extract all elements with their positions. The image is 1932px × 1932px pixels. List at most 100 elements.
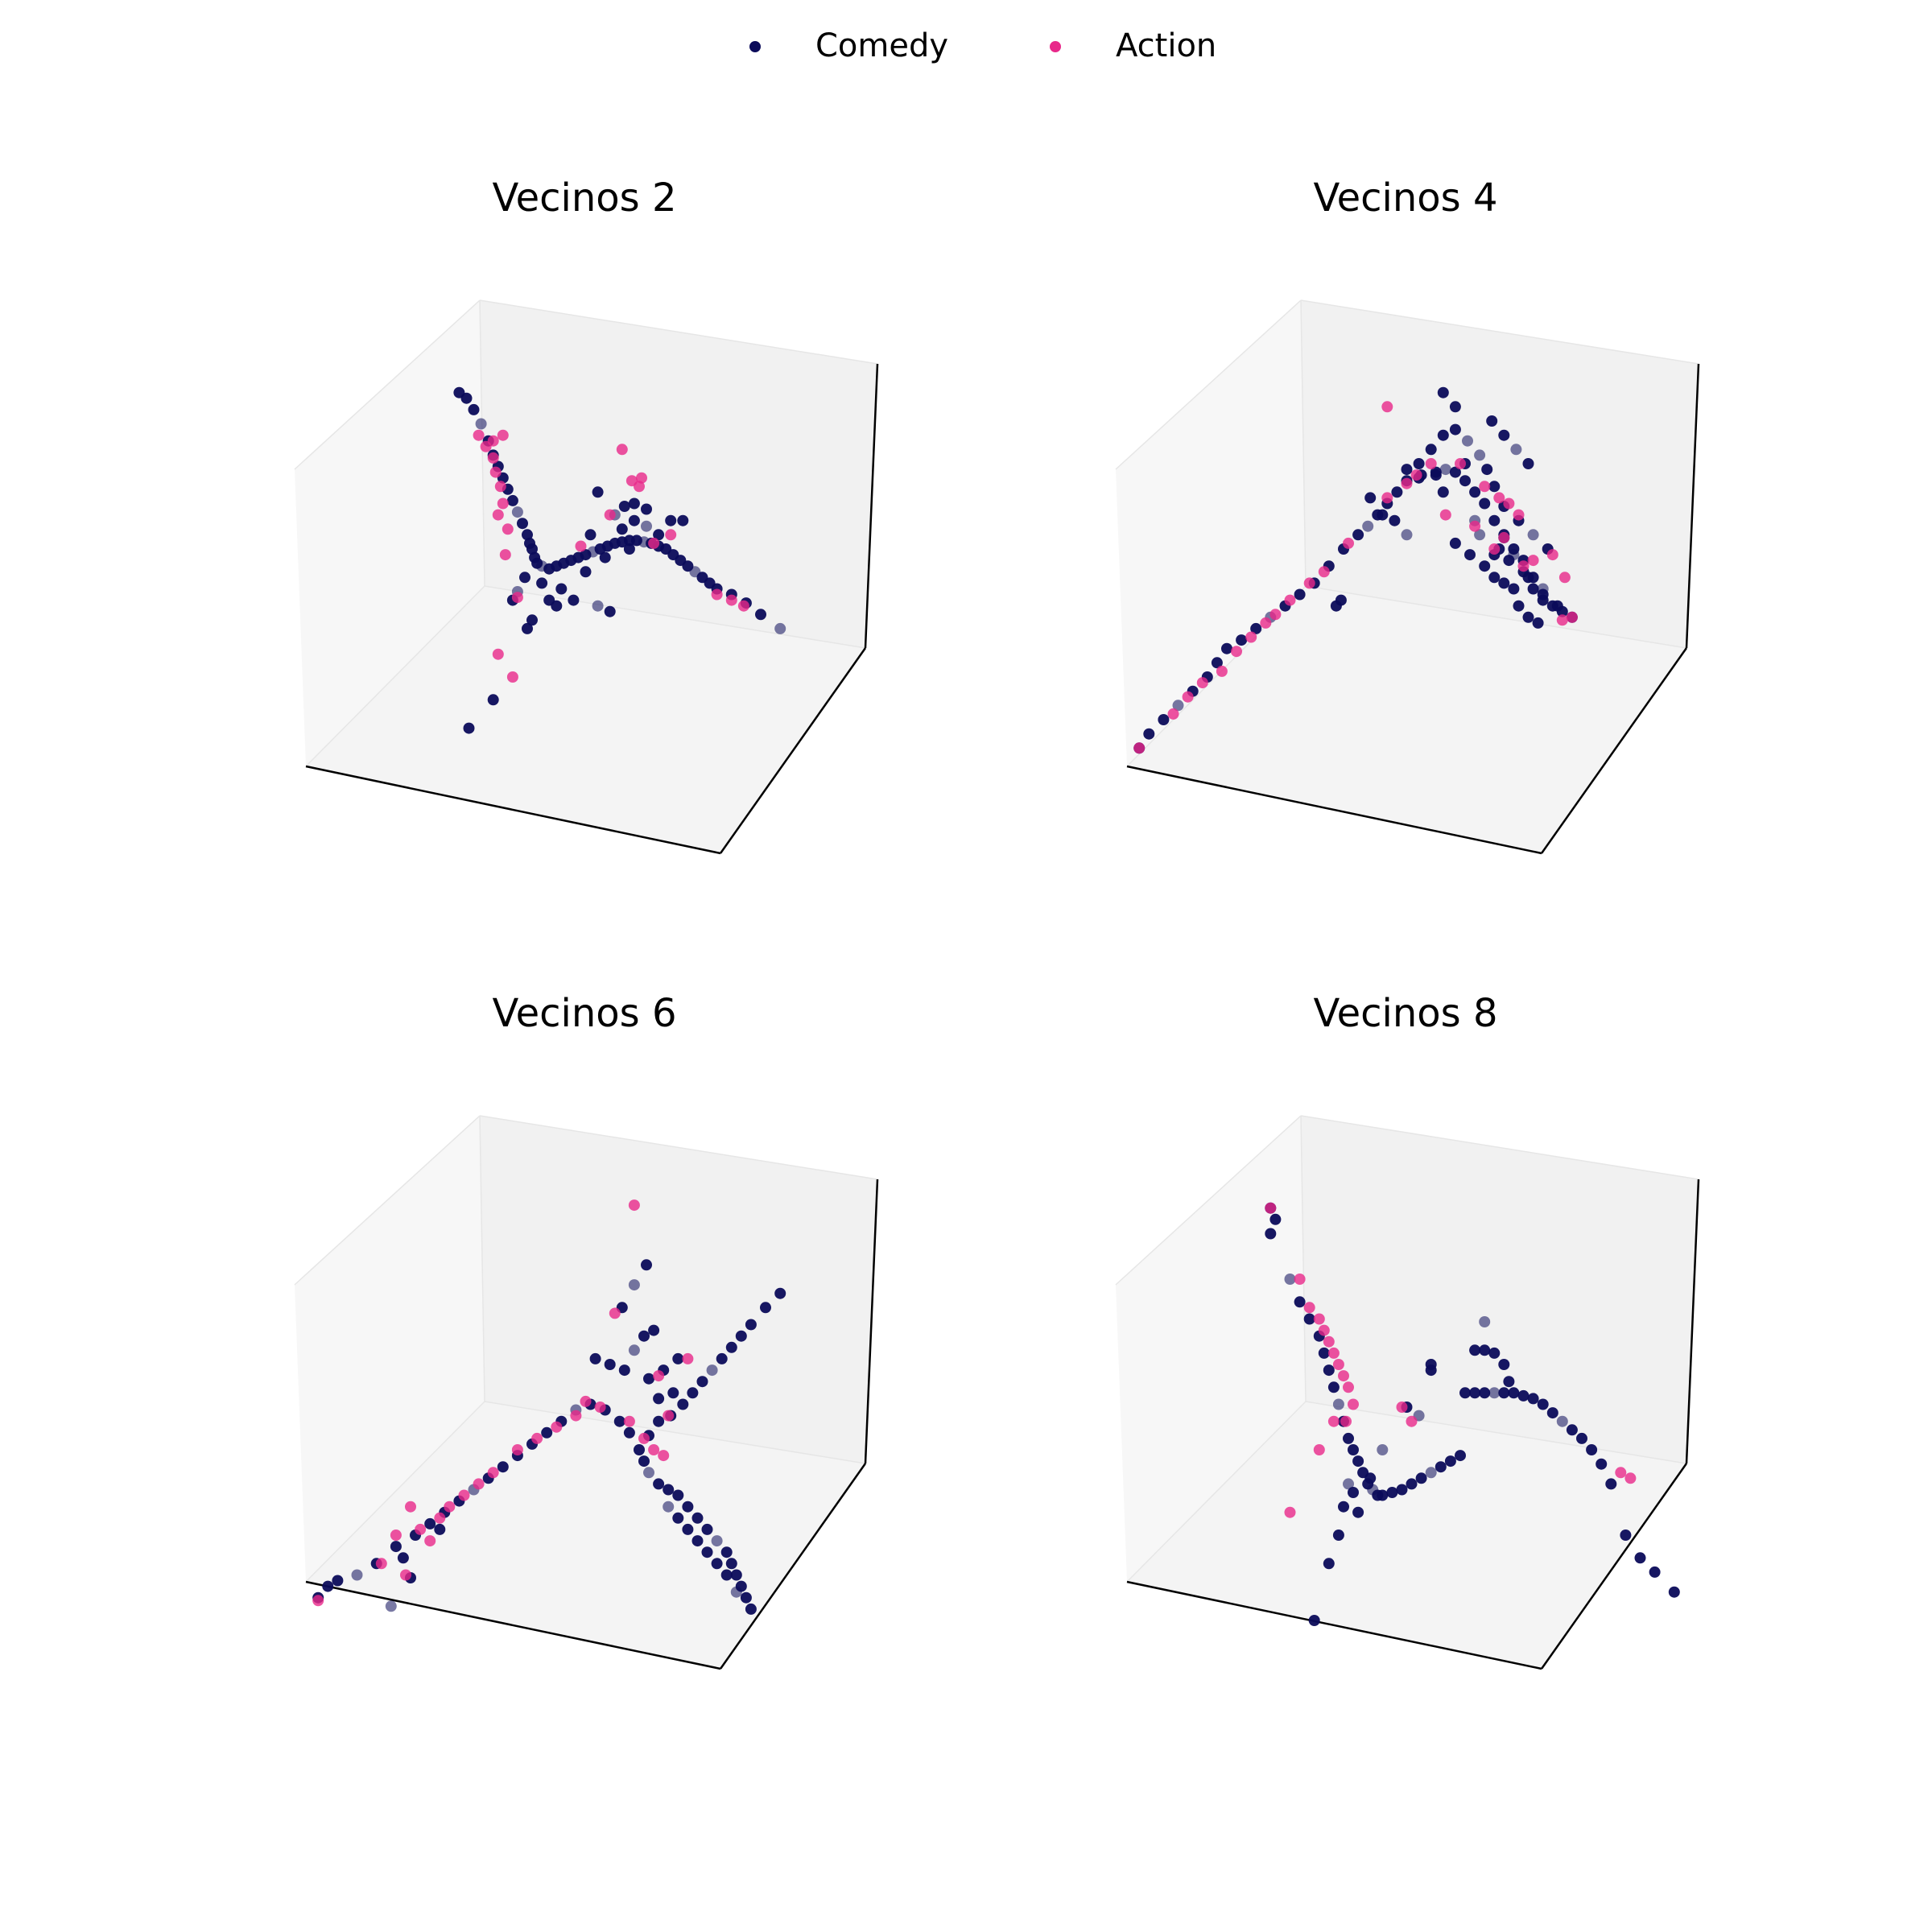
point-action	[1479, 481, 1491, 493]
point-action	[511, 592, 523, 604]
subplot-vecinos-2: Vecinos 2	[294, 175, 879, 855]
point-action	[487, 452, 499, 464]
point-comedy	[1522, 572, 1534, 584]
point-action	[1231, 646, 1242, 658]
point-comedy	[1551, 600, 1563, 612]
point-comedy	[1332, 1530, 1344, 1541]
point-action	[1313, 1444, 1325, 1455]
point-comedy	[1508, 543, 1520, 555]
point-action	[1469, 520, 1481, 532]
point-comedy	[730, 1586, 742, 1598]
pane-left	[1116, 300, 1306, 766]
point-action	[609, 1307, 621, 1319]
point-comedy	[677, 1398, 689, 1410]
point-comedy	[1546, 1407, 1558, 1419]
point-comedy	[1401, 529, 1413, 541]
point-comedy	[522, 622, 533, 634]
point-action	[604, 509, 616, 521]
point-comedy	[618, 501, 630, 512]
point-comedy	[1586, 1444, 1598, 1455]
point-action	[415, 1523, 427, 1535]
point-comedy	[1498, 429, 1510, 441]
point-comedy	[1303, 1313, 1315, 1325]
point-comedy	[1576, 1432, 1587, 1444]
point-action	[636, 472, 647, 484]
point-comedy	[517, 518, 528, 530]
point-comedy	[541, 1426, 553, 1439]
point-comedy	[1449, 537, 1461, 549]
legend-marker-action	[1050, 41, 1061, 52]
point-action	[1406, 1415, 1418, 1427]
point-action	[648, 1444, 660, 1455]
point-comedy	[506, 494, 518, 506]
point-action	[1313, 1313, 1325, 1325]
point-comedy	[1338, 1501, 1349, 1513]
point-comedy	[1462, 435, 1473, 447]
point-comedy	[745, 1603, 757, 1615]
point-comedy	[701, 1523, 713, 1535]
point-comedy	[1323, 1364, 1335, 1377]
y-axis-line	[719, 647, 867, 854]
point-comedy	[592, 600, 604, 612]
point-comedy	[1479, 497, 1491, 510]
point-comedy	[1348, 1444, 1359, 1455]
point-comedy	[663, 1484, 675, 1496]
point-comedy	[1335, 594, 1347, 606]
point-comedy	[1386, 1487, 1398, 1498]
point-action	[665, 529, 677, 541]
point-comedy	[1389, 514, 1401, 526]
point-comedy	[672, 1489, 684, 1501]
point-action	[737, 600, 749, 612]
point-action	[658, 1450, 670, 1462]
point-comedy	[1323, 1558, 1335, 1570]
point-comedy	[755, 609, 766, 621]
point-action	[390, 1530, 402, 1541]
point-comedy	[487, 694, 499, 706]
point-comedy	[1508, 1387, 1520, 1399]
pane-back	[1301, 300, 1699, 648]
point-comedy	[725, 1558, 737, 1570]
point-action	[1269, 609, 1282, 621]
point-action	[1527, 555, 1539, 567]
point-action	[1338, 1370, 1349, 1382]
point-comedy	[653, 1393, 665, 1405]
point-comedy	[1221, 642, 1232, 654]
point-comedy	[663, 1501, 675, 1513]
point-action	[1260, 617, 1272, 629]
point-comedy	[1415, 1472, 1427, 1484]
point-comedy	[1556, 1415, 1568, 1427]
point-comedy	[1352, 1506, 1364, 1518]
point-comedy	[665, 514, 677, 526]
point-action	[575, 540, 587, 552]
point-comedy	[1377, 509, 1389, 521]
point-action	[497, 497, 509, 510]
point-comedy	[1517, 1389, 1530, 1402]
point-action	[1327, 1347, 1340, 1359]
point-comedy	[1377, 1489, 1389, 1501]
point-comedy	[1425, 444, 1437, 456]
point-action	[616, 444, 628, 456]
point-comedy	[1488, 1347, 1501, 1359]
point-comedy	[1425, 1467, 1437, 1479]
point-comedy	[519, 572, 530, 584]
point-comedy	[725, 1341, 737, 1353]
point-comedy	[1649, 1566, 1661, 1578]
point-comedy	[1479, 1316, 1491, 1327]
point-comedy	[643, 1373, 654, 1385]
point-comedy	[463, 722, 475, 734]
point-action	[1503, 497, 1515, 510]
point-action	[1303, 1302, 1315, 1314]
point-comedy	[390, 1541, 402, 1553]
point-comedy	[1444, 1455, 1456, 1468]
series-action	[1133, 401, 1578, 754]
pane-left	[1116, 1116, 1306, 1582]
point-comedy	[1362, 520, 1374, 532]
point-comedy	[1510, 444, 1522, 456]
point-action	[1624, 1472, 1637, 1484]
point-comedy	[623, 1426, 635, 1439]
pane-edge	[294, 1115, 481, 1286]
y-axis-line	[1540, 1463, 1688, 1670]
point-action	[1167, 708, 1179, 720]
point-action	[1513, 509, 1525, 521]
